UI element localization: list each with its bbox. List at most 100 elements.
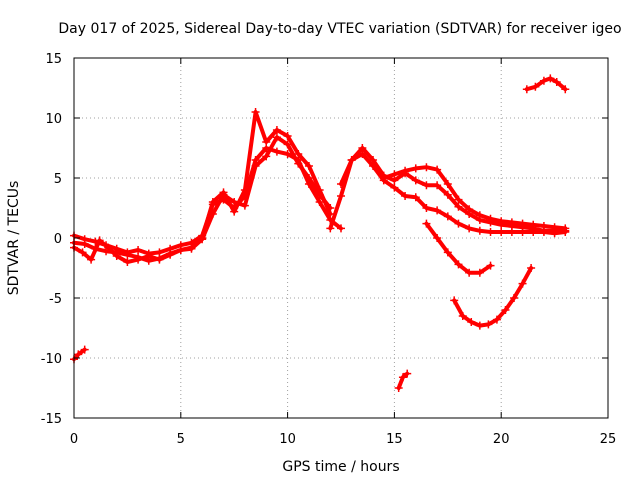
data-point [134, 253, 143, 262]
data-point [390, 170, 399, 179]
data-point [337, 180, 345, 188]
y-tick-label: 10 [45, 112, 62, 127]
data-point [176, 246, 185, 254]
data-point [230, 198, 239, 206]
data-point [326, 204, 335, 212]
data-point [507, 218, 516, 227]
y-axis-label: SDTVAR / TECUs [6, 181, 22, 296]
data-point [294, 150, 303, 158]
data-point [546, 74, 555, 83]
axis-ticks: 0 5 10 15 20 25 -15 -10 -5 0 5 10 15 [41, 52, 617, 447]
data-point [443, 190, 452, 199]
data-point [454, 219, 463, 228]
data-point [475, 321, 484, 330]
data-point [454, 202, 463, 211]
data-point [87, 255, 96, 264]
data-point [486, 261, 495, 270]
data-point [518, 228, 527, 236]
data-point [484, 320, 493, 329]
y-tick-label: 5 [54, 172, 62, 187]
data-point [123, 250, 132, 259]
series-track-11 [394, 369, 412, 392]
data-point [443, 248, 452, 257]
chart-title: Day 017 of 2025, Sidereal Day-to-day VTE… [58, 21, 621, 37]
series-line [339, 152, 568, 236]
y-tick-label: -10 [41, 352, 62, 367]
data-point [465, 268, 474, 277]
data-point [467, 318, 476, 326]
x-tick-label: 25 [600, 432, 617, 447]
data-point [433, 206, 442, 215]
data-point [518, 219, 527, 228]
data-point [529, 228, 538, 236]
data-point [102, 247, 111, 256]
data-point [550, 223, 559, 232]
series-track-10 [70, 345, 89, 364]
data-point [347, 156, 356, 164]
data-point [454, 195, 463, 204]
x-axis-label: GPS time / hours [282, 459, 399, 475]
x-tick-label: 15 [386, 432, 403, 447]
data-point [112, 248, 121, 257]
data-point [497, 228, 506, 236]
data-point [134, 246, 143, 254]
data-point [539, 222, 548, 230]
data-point [272, 126, 281, 134]
data-point [454, 260, 463, 269]
series-track-8 [450, 264, 536, 330]
x-tick-label: 20 [493, 432, 510, 447]
data-point [433, 165, 442, 174]
data-point [486, 228, 495, 236]
data-point [272, 133, 281, 142]
data-point [187, 244, 196, 253]
data-point [411, 176, 420, 185]
data-point [403, 369, 412, 378]
data-point [251, 108, 260, 116]
data-point [465, 205, 474, 214]
series-layer [70, 74, 570, 392]
data-point [497, 217, 506, 226]
data-point [529, 220, 538, 229]
y-tick-label: -15 [41, 412, 62, 427]
data-point [465, 224, 474, 233]
data-point [208, 210, 217, 218]
data-point [433, 234, 442, 242]
data-point [486, 214, 495, 223]
x-tick-label: 0 [70, 432, 78, 447]
data-point [401, 166, 410, 175]
data-point [394, 384, 403, 392]
data-point [475, 226, 484, 235]
data-point [411, 164, 420, 173]
data-point [95, 236, 104, 245]
data-point [539, 76, 548, 85]
x-tick-label: 5 [177, 432, 185, 447]
x-tick-label: 10 [279, 432, 296, 447]
data-point [166, 249, 175, 258]
y-tick-label: 0 [54, 232, 62, 247]
data-point [443, 180, 452, 188]
data-point [123, 258, 132, 266]
data-point [379, 174, 388, 182]
data-point [501, 306, 510, 314]
data-point [531, 82, 540, 91]
data-point [561, 224, 570, 233]
data-point [518, 279, 527, 288]
data-point [552, 78, 561, 86]
data-point [294, 159, 303, 168]
data-point [422, 219, 431, 228]
data-point [443, 212, 452, 221]
grid [74, 58, 608, 418]
series-track-6 [379, 163, 570, 233]
data-point [315, 198, 324, 206]
data-point [74, 350, 83, 359]
data-point [144, 256, 153, 265]
data-point [198, 235, 207, 244]
data-point [422, 204, 431, 212]
data-point [251, 162, 260, 170]
data-point [219, 190, 228, 199]
series-track-3 [70, 133, 335, 265]
data-point [315, 190, 324, 199]
data-point [208, 198, 217, 206]
data-point [91, 244, 100, 253]
data-point [561, 85, 570, 94]
